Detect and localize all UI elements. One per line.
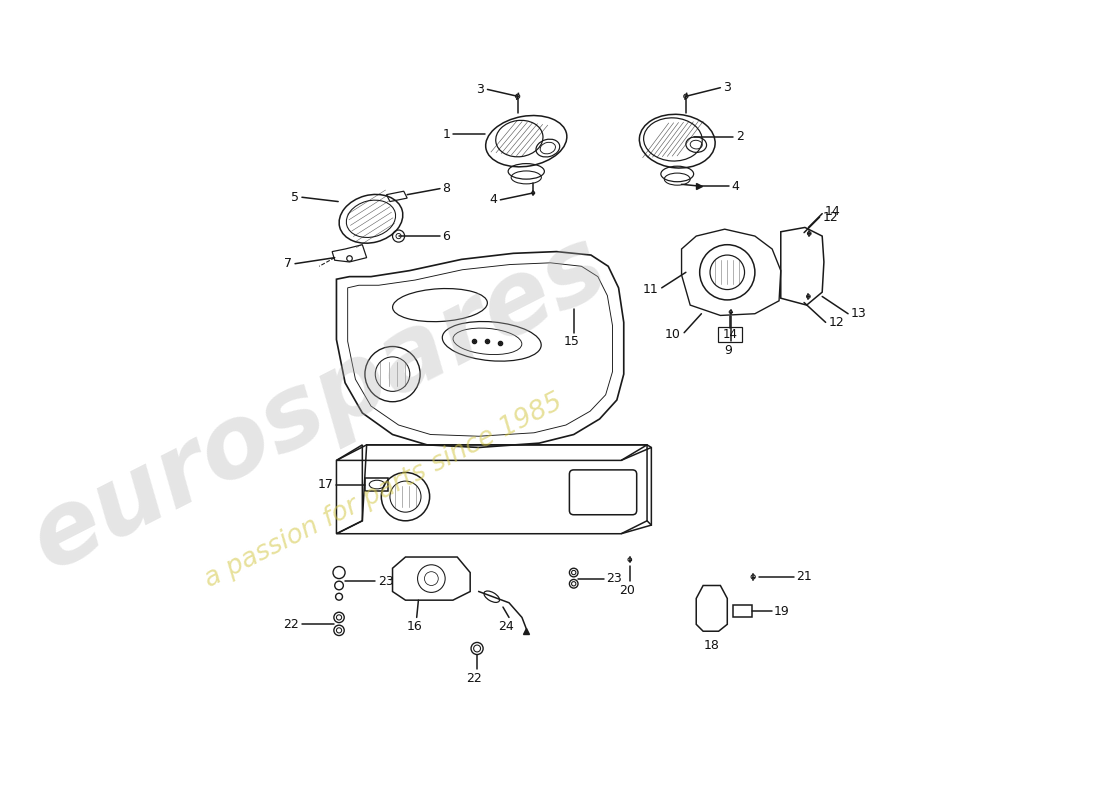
Text: 13: 13 — [850, 307, 867, 320]
Text: 10: 10 — [664, 328, 681, 341]
Circle shape — [807, 232, 811, 235]
Text: 19: 19 — [774, 605, 790, 618]
Text: 4: 4 — [732, 179, 739, 193]
Circle shape — [806, 294, 811, 298]
Text: 22: 22 — [284, 618, 299, 631]
Text: a passion for parts since 1985: a passion for parts since 1985 — [200, 389, 568, 593]
Text: 3: 3 — [476, 83, 484, 96]
Text: 17: 17 — [318, 478, 334, 491]
Text: 15: 15 — [563, 335, 579, 348]
Bar — [734, 606, 752, 618]
Text: 4: 4 — [490, 194, 497, 206]
Text: 23: 23 — [606, 572, 623, 585]
Circle shape — [516, 94, 519, 98]
Text: 2: 2 — [736, 130, 744, 143]
Circle shape — [531, 191, 535, 194]
Text: 1: 1 — [442, 128, 450, 141]
Text: 24: 24 — [498, 620, 515, 633]
Text: 5: 5 — [292, 190, 299, 204]
Text: 8: 8 — [442, 182, 451, 195]
Text: 14: 14 — [825, 206, 840, 218]
Circle shape — [684, 94, 688, 98]
Text: 14: 14 — [723, 328, 737, 341]
Text: 16: 16 — [406, 620, 422, 633]
Text: 22: 22 — [466, 672, 483, 685]
Text: 12: 12 — [822, 210, 838, 223]
Text: 3: 3 — [723, 81, 730, 94]
Circle shape — [729, 310, 733, 314]
Text: 7: 7 — [285, 257, 293, 270]
Text: 9: 9 — [724, 344, 733, 357]
Text: eurospares: eurospares — [15, 218, 623, 591]
Text: 23: 23 — [378, 574, 394, 588]
Circle shape — [751, 574, 756, 579]
Text: 6: 6 — [442, 230, 450, 242]
FancyBboxPatch shape — [718, 326, 743, 342]
Text: 20: 20 — [619, 584, 635, 597]
Text: 18: 18 — [704, 639, 719, 652]
Text: 21: 21 — [796, 570, 812, 583]
Circle shape — [628, 558, 631, 562]
Text: 11: 11 — [642, 283, 658, 296]
Text: 12: 12 — [828, 316, 844, 329]
